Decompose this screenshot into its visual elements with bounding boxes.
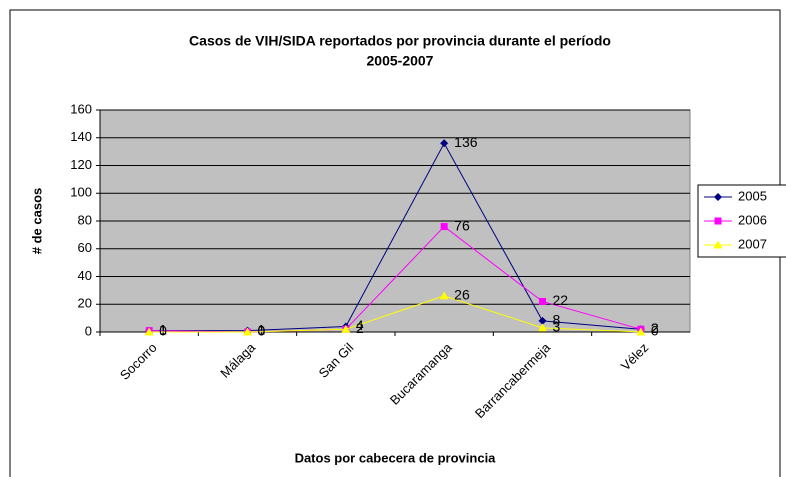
- y-tick-label: 160: [70, 101, 92, 116]
- data-label: 136: [454, 134, 478, 150]
- data-label: 2: [651, 320, 659, 336]
- marker: [539, 297, 546, 305]
- data-label: 0: [159, 323, 167, 339]
- marker: [440, 139, 449, 148]
- y-tick-label: 120: [70, 157, 92, 172]
- chart-title: Casos de VIH/SIDA reportados por provinc…: [189, 33, 611, 49]
- data-label: 4: [356, 317, 364, 333]
- data-label: 22: [553, 292, 569, 308]
- series-line: [149, 142, 641, 332]
- y-tick-label: 0: [85, 323, 92, 338]
- data-label: 26: [454, 287, 470, 303]
- y-tick-label: 40: [78, 268, 92, 283]
- marker: [714, 217, 722, 225]
- legend-label: 2005: [738, 188, 767, 203]
- y-tick-label: 20: [78, 296, 92, 311]
- data-label: 0: [258, 323, 266, 339]
- marker: [341, 324, 351, 333]
- legend-label: 2007: [738, 236, 767, 251]
- y-tick-label: 80: [78, 212, 92, 227]
- data-label: 1: [159, 321, 167, 337]
- data-label: 3: [553, 319, 561, 335]
- marker: [144, 327, 154, 336]
- data-label: 1: [159, 321, 167, 337]
- data-label: 76: [454, 217, 470, 233]
- data-label: 1: [258, 321, 266, 337]
- marker: [440, 223, 448, 231]
- series-line: [149, 295, 641, 333]
- data-label: 2: [651, 320, 659, 336]
- marker: [636, 327, 646, 336]
- marker: [538, 323, 547, 332]
- marker: [713, 240, 723, 249]
- y-tick-label: 100: [70, 185, 92, 200]
- x-axis-label: Datos por cabecera de provincia: [295, 450, 497, 465]
- chart-title: 2005-2007: [367, 53, 434, 69]
- data-label: 2: [356, 320, 364, 336]
- y-axis-label: # de casos: [29, 188, 44, 255]
- data-label: 2: [356, 320, 364, 336]
- data-label: 8: [553, 312, 561, 328]
- legend-label: 2006: [738, 212, 767, 227]
- y-tick-label: 140: [70, 129, 92, 144]
- data-label: 0: [258, 323, 266, 339]
- marker: [439, 291, 449, 300]
- marker: [714, 193, 722, 201]
- marker: [243, 327, 252, 336]
- data-label: 0: [651, 323, 659, 339]
- y-tick-label: 60: [78, 240, 92, 255]
- marker: [538, 316, 547, 325]
